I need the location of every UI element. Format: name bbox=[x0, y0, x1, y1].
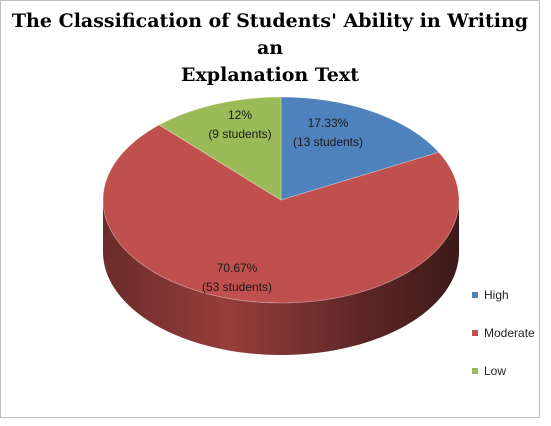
chart-title: The Classification of Students' Ability … bbox=[0, 8, 540, 89]
pie-side-moderate bbox=[103, 200, 459, 355]
legend-label-low: Low bbox=[484, 364, 507, 378]
data-label-moderate-percent: 70.67% bbox=[217, 261, 258, 275]
pie-slice-high bbox=[280, 96, 440, 201]
chart-legend: High Moderate Low bbox=[472, 285, 540, 399]
legend-label-moderate: Moderate bbox=[484, 326, 535, 340]
data-label-high-percent: 17.33% bbox=[308, 116, 349, 130]
chart-title-line-1: The Classification of Students' Ability … bbox=[11, 10, 529, 59]
data-label-high-count: (13 students) bbox=[293, 135, 363, 149]
data-label-moderate-count: (53 students) bbox=[202, 280, 272, 294]
legend-swatch-high bbox=[472, 292, 478, 298]
legend-label-high: High bbox=[484, 288, 509, 302]
pie-slice-moderate bbox=[102, 124, 460, 304]
pie-slice-low bbox=[158, 96, 282, 201]
pie-chart: 17.33% (13 students) 70.67% (53 students) 12… bbox=[102, 96, 460, 355]
data-label-low-percent: 12% bbox=[228, 108, 252, 122]
legend-item-high: High bbox=[472, 285, 540, 305]
chart-title-line-2: Explanation Text bbox=[181, 64, 359, 86]
legend-swatch-moderate bbox=[472, 330, 478, 336]
data-label-low-count: (9 students) bbox=[208, 127, 271, 141]
legend-item-moderate: Moderate bbox=[472, 323, 540, 343]
legend-swatch-low bbox=[472, 368, 478, 374]
legend-item-low: Low bbox=[472, 361, 540, 381]
